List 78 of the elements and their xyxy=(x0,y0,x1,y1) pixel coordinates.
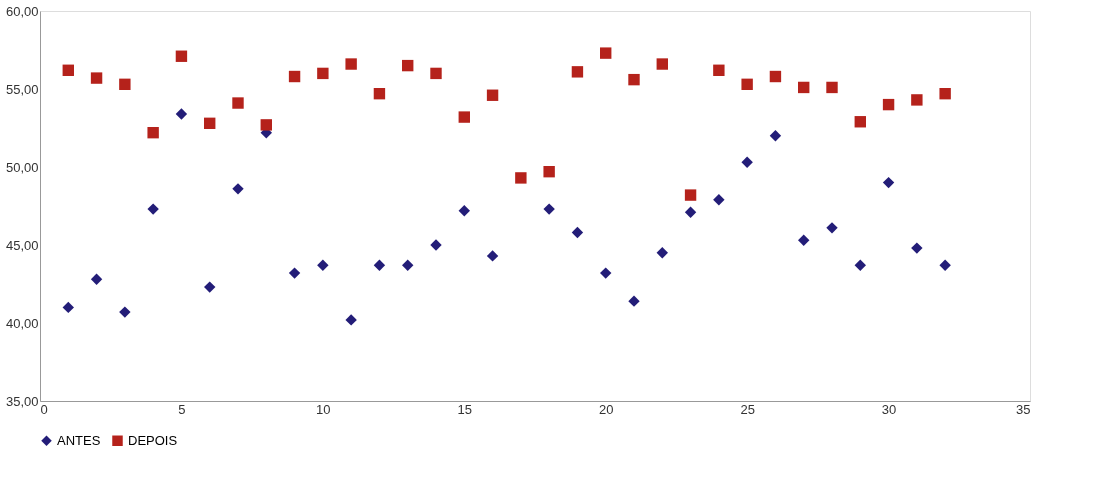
point xyxy=(119,306,131,318)
point xyxy=(317,259,329,271)
point xyxy=(147,126,159,139)
point xyxy=(656,247,668,259)
point xyxy=(854,116,866,128)
point xyxy=(769,130,782,142)
x-tick-label: 35 xyxy=(1016,401,1031,417)
point xyxy=(769,70,782,83)
y-tick-label: 35,00 xyxy=(5,393,39,409)
point xyxy=(600,47,612,59)
x-tick-label: 10 xyxy=(316,401,331,417)
x-tick-label: 25 xyxy=(740,401,755,417)
point xyxy=(430,67,442,80)
point xyxy=(854,259,866,271)
point xyxy=(515,172,527,184)
x-tick-label: 15 xyxy=(457,401,473,417)
y-tick-label: 60,00 xyxy=(5,3,39,19)
y-tick-label: 55,00 xyxy=(5,81,39,97)
point xyxy=(62,301,74,314)
point xyxy=(826,222,838,234)
x-tick-label: 20 xyxy=(598,401,614,417)
point xyxy=(317,67,329,80)
point xyxy=(260,119,272,131)
y-tick-label: 50,00 xyxy=(5,159,39,175)
point xyxy=(288,70,301,83)
point xyxy=(232,183,244,195)
point xyxy=(798,234,810,247)
point xyxy=(402,259,414,271)
x-tick-label: 0 xyxy=(40,401,48,417)
point xyxy=(543,165,555,178)
x-tick-label: 30 xyxy=(881,401,897,417)
point xyxy=(741,78,753,91)
point xyxy=(345,58,357,70)
legend-label: ANTES xyxy=(57,432,101,448)
point xyxy=(684,189,697,201)
point xyxy=(119,78,131,91)
point xyxy=(939,87,951,100)
point xyxy=(486,89,499,101)
point xyxy=(62,64,74,76)
point xyxy=(600,267,612,279)
point xyxy=(458,111,470,123)
point xyxy=(345,314,357,326)
point xyxy=(486,250,499,262)
point xyxy=(458,204,470,217)
point xyxy=(656,58,668,70)
point xyxy=(147,203,159,215)
point xyxy=(543,203,555,215)
point xyxy=(628,295,640,307)
point xyxy=(628,73,640,86)
point xyxy=(684,206,697,218)
point xyxy=(232,97,244,109)
point xyxy=(373,87,386,100)
y-tick-label: 45,00 xyxy=(5,237,39,253)
point xyxy=(826,81,838,94)
point xyxy=(882,176,895,189)
point xyxy=(798,81,810,94)
point xyxy=(571,66,584,78)
point xyxy=(713,64,725,76)
point xyxy=(204,281,216,293)
y-tick-label: 40,00 xyxy=(5,315,39,331)
point xyxy=(175,50,188,62)
point xyxy=(175,108,188,120)
legend-label: DEPOIS xyxy=(128,432,178,448)
point xyxy=(402,59,414,72)
point xyxy=(90,273,103,286)
point xyxy=(741,156,753,169)
point xyxy=(288,267,301,279)
point xyxy=(882,98,895,111)
point xyxy=(571,226,584,239)
point xyxy=(939,259,951,271)
point xyxy=(430,239,442,251)
point xyxy=(911,94,923,106)
point xyxy=(90,72,103,84)
point xyxy=(911,242,923,254)
point xyxy=(373,259,386,271)
x-tick-label: 5 xyxy=(178,401,186,417)
point xyxy=(204,117,216,130)
point xyxy=(713,194,725,206)
